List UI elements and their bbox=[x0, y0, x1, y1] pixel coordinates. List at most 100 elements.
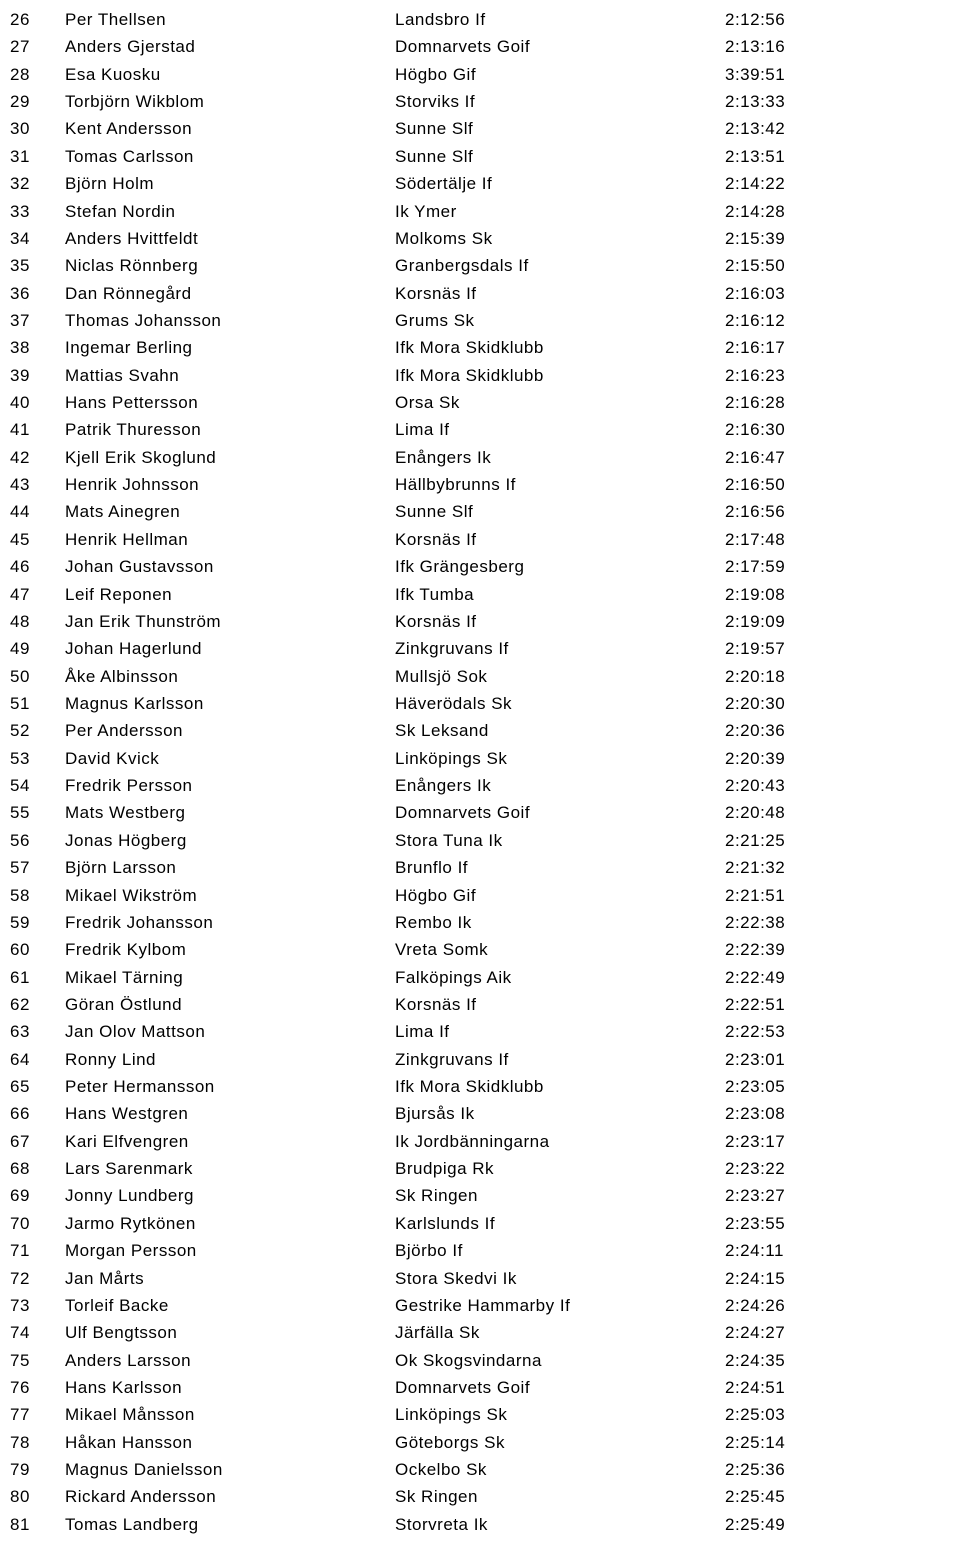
name-cell: Fredrik Johansson bbox=[65, 909, 395, 936]
name-cell: Jonas Högberg bbox=[65, 827, 395, 854]
table-row: 52Per AnderssonSk Leksand2:20:36 bbox=[10, 717, 950, 744]
name-cell: Jarmo Rytkönen bbox=[65, 1210, 395, 1237]
table-row: 69Jonny LundbergSk Ringen2:23:27 bbox=[10, 1182, 950, 1209]
table-row: 32Björn HolmSödertälje If2:14:22 bbox=[10, 170, 950, 197]
table-row: 81Tomas LandbergStorvreta Ik2:25:49 bbox=[10, 1511, 950, 1538]
name-cell: Magnus Danielsson bbox=[65, 1456, 395, 1483]
table-row: 34Anders HvittfeldtMolkoms Sk2:15:39 bbox=[10, 225, 950, 252]
time-cell: 2:20:30 bbox=[725, 690, 950, 717]
name-cell: Anders Gjerstad bbox=[65, 33, 395, 60]
table-row: 27Anders GjerstadDomnarvets Goif2:13:16 bbox=[10, 33, 950, 60]
rank-cell: 63 bbox=[10, 1018, 65, 1045]
time-cell: 2:15:39 bbox=[725, 225, 950, 252]
table-row: 30Kent AnderssonSunne Slf2:13:42 bbox=[10, 115, 950, 142]
time-cell: 2:20:48 bbox=[725, 799, 950, 826]
time-cell: 2:16:30 bbox=[725, 416, 950, 443]
time-cell: 2:15:50 bbox=[725, 252, 950, 279]
rank-cell: 51 bbox=[10, 690, 65, 717]
club-cell: Högbo Gif bbox=[395, 882, 725, 909]
time-cell: 2:25:03 bbox=[725, 1401, 950, 1428]
table-row: 37Thomas JohanssonGrums Sk2:16:12 bbox=[10, 307, 950, 334]
table-row: 79Magnus DanielssonOckelbo Sk2:25:36 bbox=[10, 1456, 950, 1483]
table-row: 31Tomas CarlssonSunne Slf2:13:51 bbox=[10, 143, 950, 170]
table-row: 35Niclas RönnbergGranbergsdals If2:15:50 bbox=[10, 252, 950, 279]
time-cell: 2:17:48 bbox=[725, 526, 950, 553]
time-cell: 2:22:49 bbox=[725, 964, 950, 991]
club-cell: Lima If bbox=[395, 416, 725, 443]
rank-cell: 72 bbox=[10, 1265, 65, 1292]
club-cell: Korsnäs If bbox=[395, 280, 725, 307]
time-cell: 2:16:03 bbox=[725, 280, 950, 307]
club-cell: Zinkgruvans If bbox=[395, 1046, 725, 1073]
name-cell: Jan Mårts bbox=[65, 1265, 395, 1292]
club-cell: Stora Tuna Ik bbox=[395, 827, 725, 854]
table-row: 63Jan Olov MattsonLima If2:22:53 bbox=[10, 1018, 950, 1045]
time-cell: 2:23:22 bbox=[725, 1155, 950, 1182]
name-cell: Johan Hagerlund bbox=[65, 635, 395, 662]
time-cell: 2:23:01 bbox=[725, 1046, 950, 1073]
name-cell: David Kvick bbox=[65, 745, 395, 772]
name-cell: Tomas Landberg bbox=[65, 1511, 395, 1538]
rank-cell: 48 bbox=[10, 608, 65, 635]
club-cell: Järfälla Sk bbox=[395, 1319, 725, 1346]
time-cell: 2:25:36 bbox=[725, 1456, 950, 1483]
club-cell: Sk Ringen bbox=[395, 1182, 725, 1209]
name-cell: Ingemar Berling bbox=[65, 334, 395, 361]
name-cell: Jan Olov Mattson bbox=[65, 1018, 395, 1045]
rank-cell: 67 bbox=[10, 1128, 65, 1155]
time-cell: 2:25:14 bbox=[725, 1429, 950, 1456]
time-cell: 2:22:51 bbox=[725, 991, 950, 1018]
name-cell: Hans Karlsson bbox=[65, 1374, 395, 1401]
table-row: 57Björn LarssonBrunflo If2:21:32 bbox=[10, 854, 950, 881]
time-cell: 2:16:47 bbox=[725, 444, 950, 471]
table-row: 76Hans KarlssonDomnarvets Goif2:24:51 bbox=[10, 1374, 950, 1401]
club-cell: Storviks If bbox=[395, 88, 725, 115]
name-cell: Ulf Bengtsson bbox=[65, 1319, 395, 1346]
club-cell: Korsnäs If bbox=[395, 526, 725, 553]
rank-cell: 70 bbox=[10, 1210, 65, 1237]
time-cell: 2:13:16 bbox=[725, 33, 950, 60]
table-row: 56Jonas HögbergStora Tuna Ik2:21:25 bbox=[10, 827, 950, 854]
time-cell: 2:24:15 bbox=[725, 1265, 950, 1292]
name-cell: Tomas Carlsson bbox=[65, 143, 395, 170]
time-cell: 2:25:45 bbox=[725, 1483, 950, 1510]
table-row: 72Jan MårtsStora Skedvi Ik2:24:15 bbox=[10, 1265, 950, 1292]
table-row: 71Morgan PerssonBjörbo If2:24:11 bbox=[10, 1237, 950, 1264]
rank-cell: 33 bbox=[10, 198, 65, 225]
table-row: 39Mattias SvahnIfk Mora Skidklubb2:16:23 bbox=[10, 362, 950, 389]
name-cell: Hans Westgren bbox=[65, 1100, 395, 1127]
rank-cell: 47 bbox=[10, 581, 65, 608]
time-cell: 2:24:26 bbox=[725, 1292, 950, 1319]
time-cell: 2:20:43 bbox=[725, 772, 950, 799]
time-cell: 2:20:36 bbox=[725, 717, 950, 744]
rank-cell: 56 bbox=[10, 827, 65, 854]
rank-cell: 60 bbox=[10, 936, 65, 963]
rank-cell: 52 bbox=[10, 717, 65, 744]
name-cell: Anders Hvittfeldt bbox=[65, 225, 395, 252]
club-cell: Zinkgruvans If bbox=[395, 635, 725, 662]
club-cell: Ok Skogsvindarna bbox=[395, 1347, 725, 1374]
name-cell: Mattias Svahn bbox=[65, 362, 395, 389]
time-cell: 2:19:08 bbox=[725, 581, 950, 608]
club-cell: Lima If bbox=[395, 1018, 725, 1045]
rank-cell: 71 bbox=[10, 1237, 65, 1264]
table-row: 38Ingemar BerlingIfk Mora Skidklubb2:16:… bbox=[10, 334, 950, 361]
table-row: 28Esa KuoskuHögbo Gif3:39:51 bbox=[10, 61, 950, 88]
table-row: 43Henrik JohnssonHällbybrunns If2:16:50 bbox=[10, 471, 950, 498]
name-cell: Hans Pettersson bbox=[65, 389, 395, 416]
time-cell: 2:21:32 bbox=[725, 854, 950, 881]
name-cell: Fredrik Kylbom bbox=[65, 936, 395, 963]
table-row: 70Jarmo RytkönenKarlslunds If2:23:55 bbox=[10, 1210, 950, 1237]
rank-cell: 45 bbox=[10, 526, 65, 553]
table-row: 45Henrik HellmanKorsnäs If2:17:48 bbox=[10, 526, 950, 553]
table-row: 62Göran ÖstlundKorsnäs If2:22:51 bbox=[10, 991, 950, 1018]
club-cell: Ifk Grängesberg bbox=[395, 553, 725, 580]
club-cell: Bjursås Ik bbox=[395, 1100, 725, 1127]
club-cell: Ockelbo Sk bbox=[395, 1456, 725, 1483]
club-cell: Ifk Tumba bbox=[395, 581, 725, 608]
name-cell: Morgan Persson bbox=[65, 1237, 395, 1264]
time-cell: 2:16:23 bbox=[725, 362, 950, 389]
club-cell: Rembo Ik bbox=[395, 909, 725, 936]
rank-cell: 68 bbox=[10, 1155, 65, 1182]
club-cell: Linköpings Sk bbox=[395, 1401, 725, 1428]
